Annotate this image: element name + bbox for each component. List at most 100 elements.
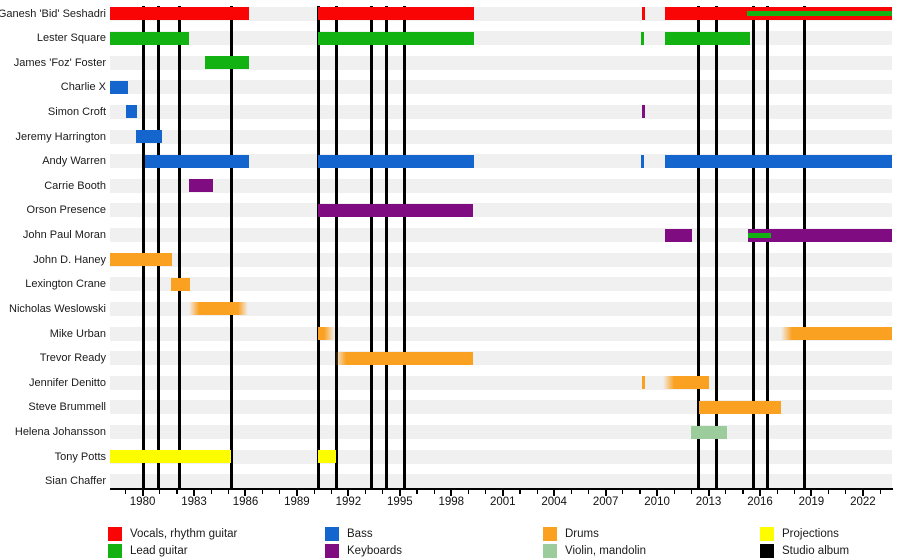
x-axis-minor-tick <box>124 490 127 494</box>
member-label: Ganesh 'Bid' Seshadri <box>0 7 106 20</box>
legend-swatch-keys <box>325 544 339 558</box>
member-bar-drums <box>780 327 893 341</box>
x-axis-minor-tick <box>776 490 778 494</box>
member-bar-bass <box>136 130 162 144</box>
member-label: Lester Square <box>36 32 106 45</box>
member-label: James 'Foz' Foster <box>13 56 106 69</box>
legend-swatch-vocals <box>108 527 122 541</box>
x-axis-minor-tick <box>365 490 367 494</box>
member-bar-drums <box>189 302 249 316</box>
x-axis-year-label: 1980 <box>129 496 156 508</box>
member-row-track <box>110 449 893 464</box>
x-axis-major-tick <box>450 490 453 496</box>
studio-album-line <box>142 6 146 488</box>
x-axis-minor-tick <box>879 490 881 494</box>
member-row-track <box>110 375 893 390</box>
studio-album-line <box>803 6 807 488</box>
member-bar-drums <box>698 400 781 414</box>
member-row-track <box>110 301 893 316</box>
member-row-track <box>110 400 893 415</box>
member-bar-violin <box>690 425 727 439</box>
x-axis-major-tick <box>295 490 298 496</box>
x-axis-year-label: 1998 <box>438 496 465 508</box>
member-label: Tony Potts <box>54 450 106 463</box>
x-axis-major-tick <box>604 490 607 496</box>
x-axis-year-label: 1986 <box>232 496 259 508</box>
x-axis-year-label: 2010 <box>644 496 670 508</box>
studio-album-line <box>752 6 756 488</box>
studio-album-line <box>385 6 389 488</box>
x-axis-minor-tick <box>382 490 384 494</box>
member-bar-bass <box>318 154 474 168</box>
member-label: Mike Urban <box>49 327 106 340</box>
x-axis-year-label: 2019 <box>798 496 825 508</box>
studio-album-line <box>230 6 234 488</box>
x-axis-line <box>110 488 894 490</box>
member-row-track <box>110 277 893 292</box>
x-axis-year-label: 2004 <box>541 496 567 508</box>
member-row-track <box>110 252 893 267</box>
x-axis-major-tick <box>398 490 401 496</box>
member-bar-drums <box>641 376 645 390</box>
member-bar-keys <box>318 203 474 217</box>
x-axis-minor-tick <box>416 490 418 494</box>
member-label: John Paul Moran <box>22 229 106 242</box>
x-axis-minor-tick <box>793 490 795 494</box>
member-bar-bass <box>110 80 128 94</box>
legend-label-bass: Bass <box>347 528 373 540</box>
member-bar-lead <box>110 31 190 45</box>
x-axis-minor-tick <box>536 490 538 494</box>
x-axis-minor-tick <box>485 490 487 494</box>
member-row-track <box>110 203 893 218</box>
legend-label-violin: Violin, mandolin <box>565 545 646 557</box>
x-axis-major-tick <box>347 490 350 496</box>
member-bar-overlay-lead <box>746 11 893 16</box>
member-label: Nicholas Weslowski <box>9 302 106 315</box>
studio-album-line <box>316 6 320 488</box>
x-axis-year-label: 1995 <box>387 496 413 508</box>
x-axis-minor-tick <box>467 490 470 494</box>
member-label: Jennifer Denitto <box>28 376 106 389</box>
x-axis-major-tick <box>656 490 659 496</box>
x-axis-minor-tick <box>673 490 675 494</box>
member-bar-drums <box>335 351 474 365</box>
x-axis-minor-tick <box>587 490 590 494</box>
member-row-track <box>110 228 893 243</box>
x-axis-minor-tick <box>570 490 573 494</box>
member-row-track <box>110 129 893 144</box>
x-axis-major-tick <box>553 490 556 496</box>
legend-swatch-lead <box>108 544 122 558</box>
x-axis-minor-tick <box>725 490 727 494</box>
member-bar-vocals <box>110 7 249 20</box>
x-axis-major-tick <box>758 490 761 496</box>
x-axis-year-label: 1989 <box>284 496 310 508</box>
member-label: Orson Presence <box>26 204 106 217</box>
x-axis-minor-tick <box>828 490 830 494</box>
timeline-legend: Vocals, rhythm guitar Lead guitar Bass Keyb… <box>0 520 900 560</box>
member-bar-bass <box>144 154 249 168</box>
x-axis-minor-tick <box>330 490 332 494</box>
member-bar-vocals <box>641 7 645 20</box>
x-axis-major-tick <box>810 490 813 496</box>
studio-album-line <box>403 6 407 488</box>
x-axis-minor-tick <box>690 490 693 494</box>
legend-swatch-violin <box>543 544 557 558</box>
x-axis-minor-tick <box>262 490 264 494</box>
member-bar-drums <box>110 253 173 267</box>
studio-album-line <box>156 6 160 488</box>
member-bar-keys <box>747 228 893 242</box>
member-bar-overlay-lead <box>747 232 771 238</box>
x-axis-minor-tick <box>742 490 744 494</box>
x-axis-minor-tick <box>210 490 212 494</box>
studio-album-line <box>334 6 338 488</box>
studio-album-line <box>697 6 701 488</box>
studio-album-line <box>715 6 719 488</box>
legend-label-projections: Projections <box>782 528 839 540</box>
x-axis-year-label: 1983 <box>181 496 207 508</box>
member-label: Jeremy Harrington <box>15 130 106 143</box>
member-bar-bass <box>640 154 645 168</box>
member-label: Simon Croft <box>47 105 106 118</box>
member-label: Helena Johansson <box>14 426 106 439</box>
member-row-track <box>110 425 893 440</box>
timeline-plot-area: Ganesh 'Bid' Seshadri Lester Square James … <box>0 6 894 508</box>
